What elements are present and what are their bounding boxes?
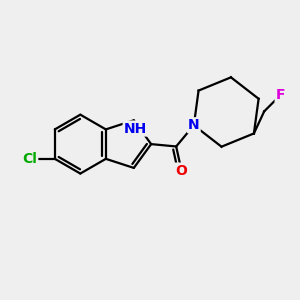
Text: NH: NH	[124, 122, 147, 136]
Text: F: F	[276, 88, 285, 102]
Text: O: O	[176, 164, 188, 178]
Text: Cl: Cl	[22, 152, 37, 166]
Text: N: N	[188, 118, 200, 132]
